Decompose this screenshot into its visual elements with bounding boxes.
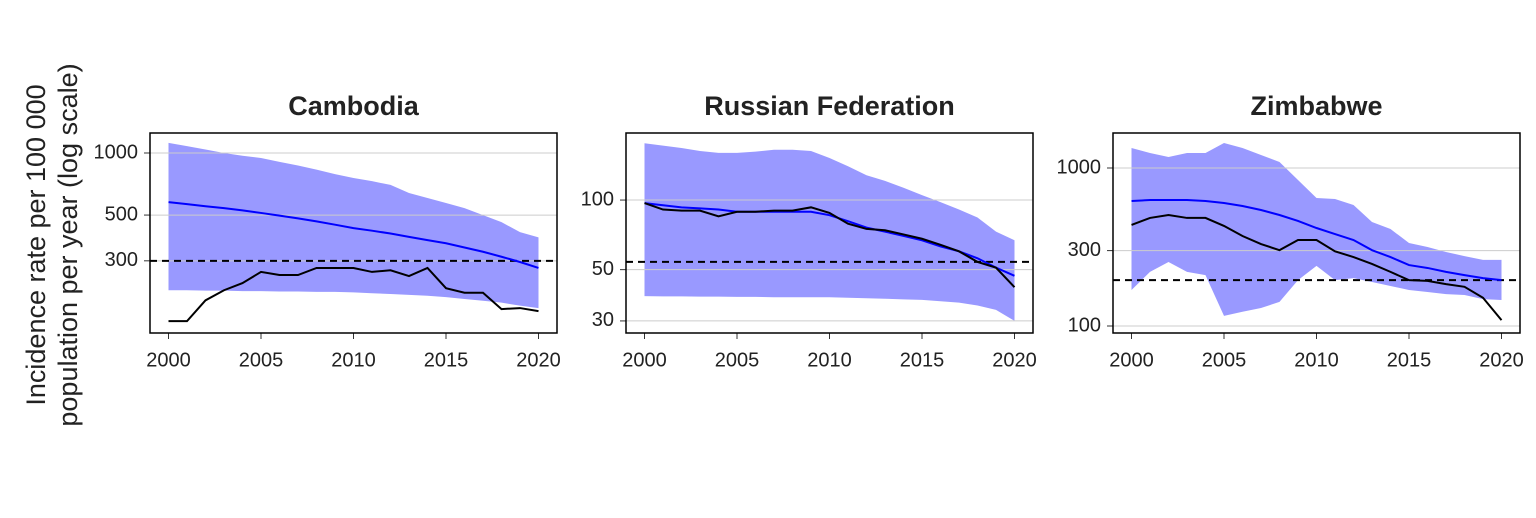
x-tick-label: 2015 [900, 349, 945, 371]
x-tick-label: 2000 [622, 349, 667, 371]
y-axis-label: population per year (log scale) [53, 63, 83, 426]
x-tick-label: 2020 [1479, 349, 1524, 371]
panel-title: Cambodia [288, 91, 420, 121]
series-line [644, 202, 1016, 288]
x-tick-label: 2000 [146, 349, 191, 371]
x-tick-label: 2000 [1109, 349, 1154, 371]
y-tick-label: 1000 [1057, 156, 1102, 178]
uncertainty-band [168, 142, 539, 309]
x-tick-label: 2015 [424, 349, 469, 371]
series-line [1131, 199, 1502, 282]
x-tick-label: 2020 [992, 349, 1037, 371]
series-line [168, 266, 539, 323]
y-tick-label: 300 [1068, 239, 1101, 261]
panel-title: Russian Federation [704, 91, 955, 121]
uncertainty-band [644, 143, 1015, 321]
x-tick-label: 2010 [331, 349, 376, 371]
plot-frame [1112, 132, 1521, 334]
y-tick-label: 100 [581, 188, 614, 210]
series-line [1131, 213, 1503, 321]
y-tick-label: 500 [105, 203, 138, 225]
y-tick-label: 100 [1068, 314, 1101, 336]
uncertainty-band [1131, 142, 1502, 316]
y-tick-label: 30 [592, 309, 614, 331]
plot-frame [149, 132, 558, 334]
y-tick-label: 1000 [94, 141, 139, 163]
plot-frame [625, 132, 1034, 334]
x-tick-label: 2020 [516, 349, 561, 371]
panel-title: Zimbabwe [1250, 91, 1382, 121]
series-line [168, 201, 539, 269]
x-tick-label: 2010 [1294, 349, 1339, 371]
y-tick-label: 300 [105, 249, 138, 271]
y-tick-label: 50 [592, 258, 614, 280]
x-tick-label: 2010 [807, 349, 852, 371]
y-axis-label: Incidence rate per 100 000 [21, 84, 51, 405]
x-tick-label: 2005 [1202, 349, 1247, 371]
x-tick-label: 2005 [239, 349, 284, 371]
x-tick-label: 2005 [715, 349, 760, 371]
x-tick-label: 2015 [1387, 349, 1432, 371]
